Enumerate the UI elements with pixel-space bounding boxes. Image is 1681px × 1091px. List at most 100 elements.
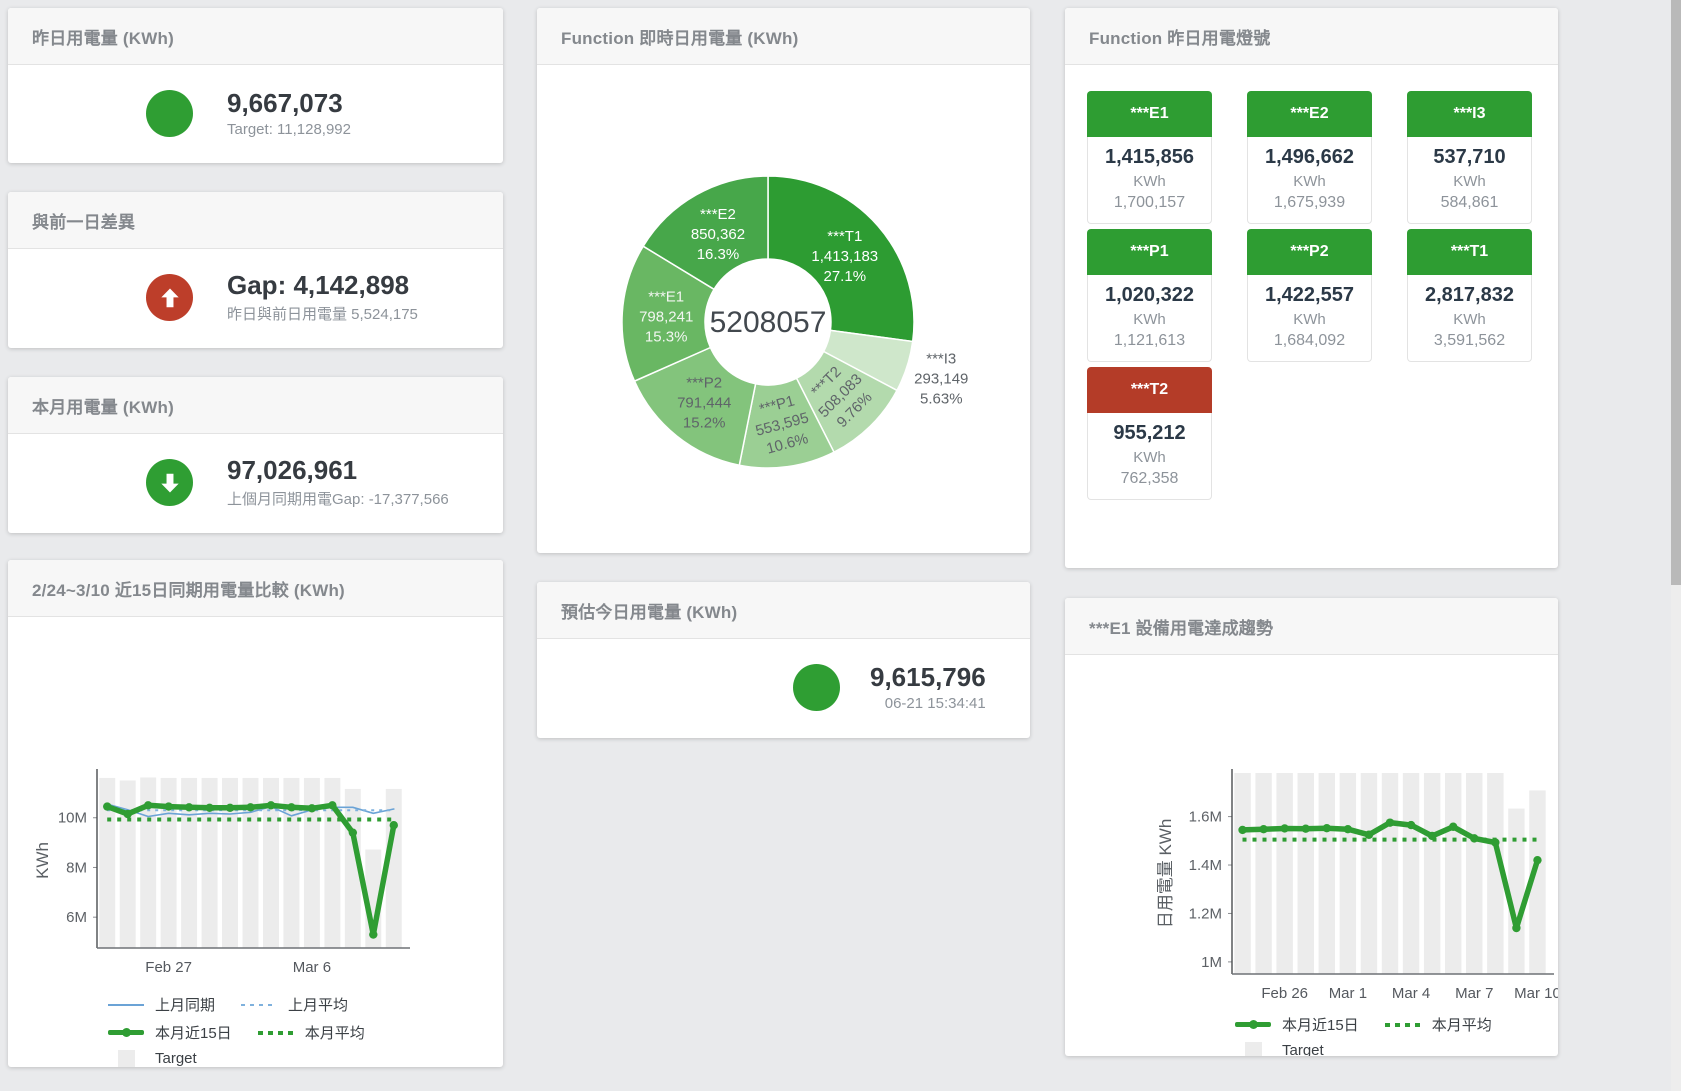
card-body: 9,615,796 06-21 15:34:41 — [537, 639, 1030, 736]
legend-marker-icon — [1384, 1022, 1421, 1027]
card-title: 昨日用電量 (KWh) — [32, 28, 174, 48]
tile-unit: KWh — [1453, 173, 1486, 190]
legend-label: 上月同期 — [155, 997, 216, 1014]
legend-marker-icon — [1235, 1022, 1271, 1027]
tile-value: 1,496,662 — [1265, 146, 1354, 168]
svg-text:1,413,183: 1,413,183 — [811, 248, 878, 265]
tile-value: 2,817,832 — [1425, 284, 1514, 306]
legend-item-本月近15日[interactable]: 本月近15日 — [108, 1022, 232, 1043]
legend-marker-icon — [257, 1030, 294, 1035]
svg-text:15.2%: 15.2% — [683, 415, 726, 432]
legend-marker-icon — [108, 1050, 144, 1067]
svg-text:Mar 7: Mar 7 — [1455, 985, 1493, 1002]
legend-item-上月同期[interactable]: 上月同期 — [108, 994, 215, 1015]
legend-item-本月近15日[interactable]: 本月近15日 — [1235, 1014, 1359, 1035]
svg-text:***I3: ***I3 — [926, 351, 956, 368]
svg-text:Mar 4: Mar 4 — [1392, 985, 1430, 1002]
svg-text:***P2: ***P2 — [686, 375, 722, 392]
status-ok-circle — [793, 664, 840, 711]
svg-text:Feb 26: Feb 26 — [1261, 985, 1308, 1002]
card-body: ***T1 1,413,183 27.1% ***I3 293,149 5.63% ***T… — [537, 65, 1030, 553]
tile-unit: KWh — [1133, 311, 1166, 328]
tile-body: 1,415,856 KWh 1,700,157 — [1087, 137, 1212, 224]
card-header: 預估今日用電量 (KWh) — [537, 582, 1030, 639]
tile-unit: KWh — [1133, 449, 1166, 466]
card-title: 本月用電量 (KWh) — [32, 397, 174, 417]
day-gap-subtitle: 昨日與前日用電量 5,524,175 — [227, 306, 418, 324]
legend-label: 本月平均 — [304, 1025, 365, 1042]
card-title: ***E1 設備用電達成趨勢 — [1089, 618, 1274, 638]
tile-value: 1,020,322 — [1105, 284, 1194, 306]
tile-value: 1,415,856 — [1105, 146, 1194, 168]
arrow-down-icon — [146, 459, 193, 506]
svg-text:日用電量 KWh: 日用電量 KWh — [1156, 819, 1175, 929]
light-tile-I3: ***I3 537,710 KWh 584,861 — [1407, 91, 1532, 224]
tile-target: 1,121,613 — [1113, 332, 1186, 349]
svg-text:8M: 8M — [66, 859, 87, 876]
svg-text:5208057: 5208057 — [710, 306, 827, 339]
tile-target: 1,700,157 — [1113, 194, 1186, 211]
tile-name: ***E1 — [1087, 91, 1212, 137]
legend-item-本月平均[interactable]: 本月平均 — [1384, 1014, 1492, 1035]
light-tile-P2: ***P2 1,422,557 KWh 1,684,092 — [1247, 229, 1372, 362]
svg-text:10M: 10M — [58, 810, 87, 827]
e1-trend-chart[interactable]: 1M 1.2M 1.4M 1.6M 日用電量 KWh Feb 26 Mar 1 Mar 4 Ma… — [1065, 655, 1558, 1005]
tile-name: ***I3 — [1407, 91, 1532, 137]
card-compare-chart: 2/24~3/10 近15日同期用電量比較 (KWh) 6M 8M 10M KWh Fe… — [8, 560, 503, 1067]
card-body: 1M 1.2M 1.4M 1.6M 日用電量 KWh Feb 26 Mar 1 Mar 4 Ma… — [1065, 655, 1558, 1056]
status-ok-circle — [146, 90, 193, 137]
tile-body: 955,212 KWh 762,358 — [1087, 413, 1212, 500]
arrow-up-icon — [146, 274, 193, 321]
svg-text:***E2: ***E2 — [700, 206, 736, 223]
light-tile-P1: ***P1 1,020,322 KWh 1,121,613 — [1087, 229, 1212, 362]
legend-label: 本月平均 — [1431, 1017, 1492, 1034]
day-gap-value: Gap: 4,142,898 — [227, 269, 410, 300]
light-tile-E2: ***E2 1,496,662 KWh 1,675,939 — [1247, 91, 1372, 224]
card-header: 本月用電量 (KWh) — [8, 377, 503, 434]
svg-text:6M: 6M — [66, 909, 87, 926]
svg-text:798,241: 798,241 — [639, 308, 693, 325]
month-usage-gap: 上個月同期用電Gap: -17,377,566 — [227, 491, 449, 509]
tile-body: 537,710 KWh 584,861 — [1407, 137, 1532, 224]
tile-body: 1,020,322 KWh 1,121,613 — [1087, 275, 1212, 362]
legend-item-上月平均[interactable]: 上月平均 — [241, 994, 348, 1015]
compare-chart-legend: 上月同期 上月平均 本月近15日 本月平均 Target — [108, 994, 503, 1067]
tile-body: 2,817,832 KWh 3,591,562 — [1407, 275, 1532, 362]
card-title: Function 昨日用電燈號 — [1089, 28, 1271, 48]
svg-text:1.6M: 1.6M — [1189, 809, 1222, 826]
svg-text:Mar 6: Mar 6 — [293, 959, 331, 976]
legend-item-本月平均[interactable]: 本月平均 — [257, 1022, 365, 1043]
svg-text:791,444: 791,444 — [677, 395, 731, 412]
card-title: 與前一日差異 — [32, 212, 136, 232]
realtime-usage-donut-chart[interactable]: ***T11,413,18327.1%***I3293,1495.63%***T… — [537, 65, 1030, 553]
lights-grid: ***E1 1,415,856 KWh 1,700,157 ***E2 1,496,662… — [1065, 65, 1558, 500]
card-yesterday-lights: Function 昨日用電燈號 ***E1 1,415,856 KWh 1,700,1… — [1065, 8, 1558, 568]
legend-item-Target[interactable]: Target — [108, 1050, 197, 1067]
svg-text:***T1: ***T1 — [827, 228, 862, 245]
card-header: Function 即時日用電量 (KWh) — [537, 8, 1030, 65]
compare-usage-chart[interactable]: 6M 8M 10M KWh Feb 27 Mar 6 — [8, 617, 503, 985]
svg-text:Mar 10: Mar 10 — [1514, 985, 1558, 1002]
tile-unit: KWh — [1293, 173, 1326, 190]
card-body: 97,026,961 上個月同期用電Gap: -17,377,566 — [8, 434, 503, 531]
card-day-gap: 與前一日差異 Gap: 4,142,898 昨日與前日用電量 5,524,175 — [8, 192, 503, 348]
card-body: 9,667,073 Target: 11,128,992 — [8, 65, 503, 162]
scrollbar-thumb[interactable] — [1671, 0, 1681, 585]
legend-item-Target[interactable]: Target — [1235, 1042, 1324, 1056]
light-tile-T1: ***T1 2,817,832 KWh 3,591,562 — [1407, 229, 1532, 362]
card-header: ***E1 設備用電達成趨勢 — [1065, 598, 1558, 655]
card-yesterday-usage: 昨日用電量 (KWh) 9,667,073 Target: 11,128,992 — [8, 8, 503, 163]
legend-marker-icon — [108, 1003, 144, 1006]
card-title: 預估今日用電量 (KWh) — [561, 602, 738, 622]
light-tile-E1: ***E1 1,415,856 KWh 1,700,157 — [1087, 91, 1212, 224]
legend-label: 本月近15日 — [155, 1025, 232, 1042]
legend-label: Target — [155, 1050, 197, 1067]
svg-text:KWh: KWh — [33, 842, 52, 879]
card-estimate-today: 預估今日用電量 (KWh) 9,615,796 06-21 15:34:41 — [537, 582, 1030, 738]
svg-text:15.3%: 15.3% — [645, 328, 688, 345]
svg-text:293,149: 293,149 — [914, 371, 968, 388]
page-scrollbar[interactable] — [1671, 0, 1681, 1091]
tile-value: 537,710 — [1433, 146, 1506, 168]
tile-unit: KWh — [1293, 311, 1326, 328]
